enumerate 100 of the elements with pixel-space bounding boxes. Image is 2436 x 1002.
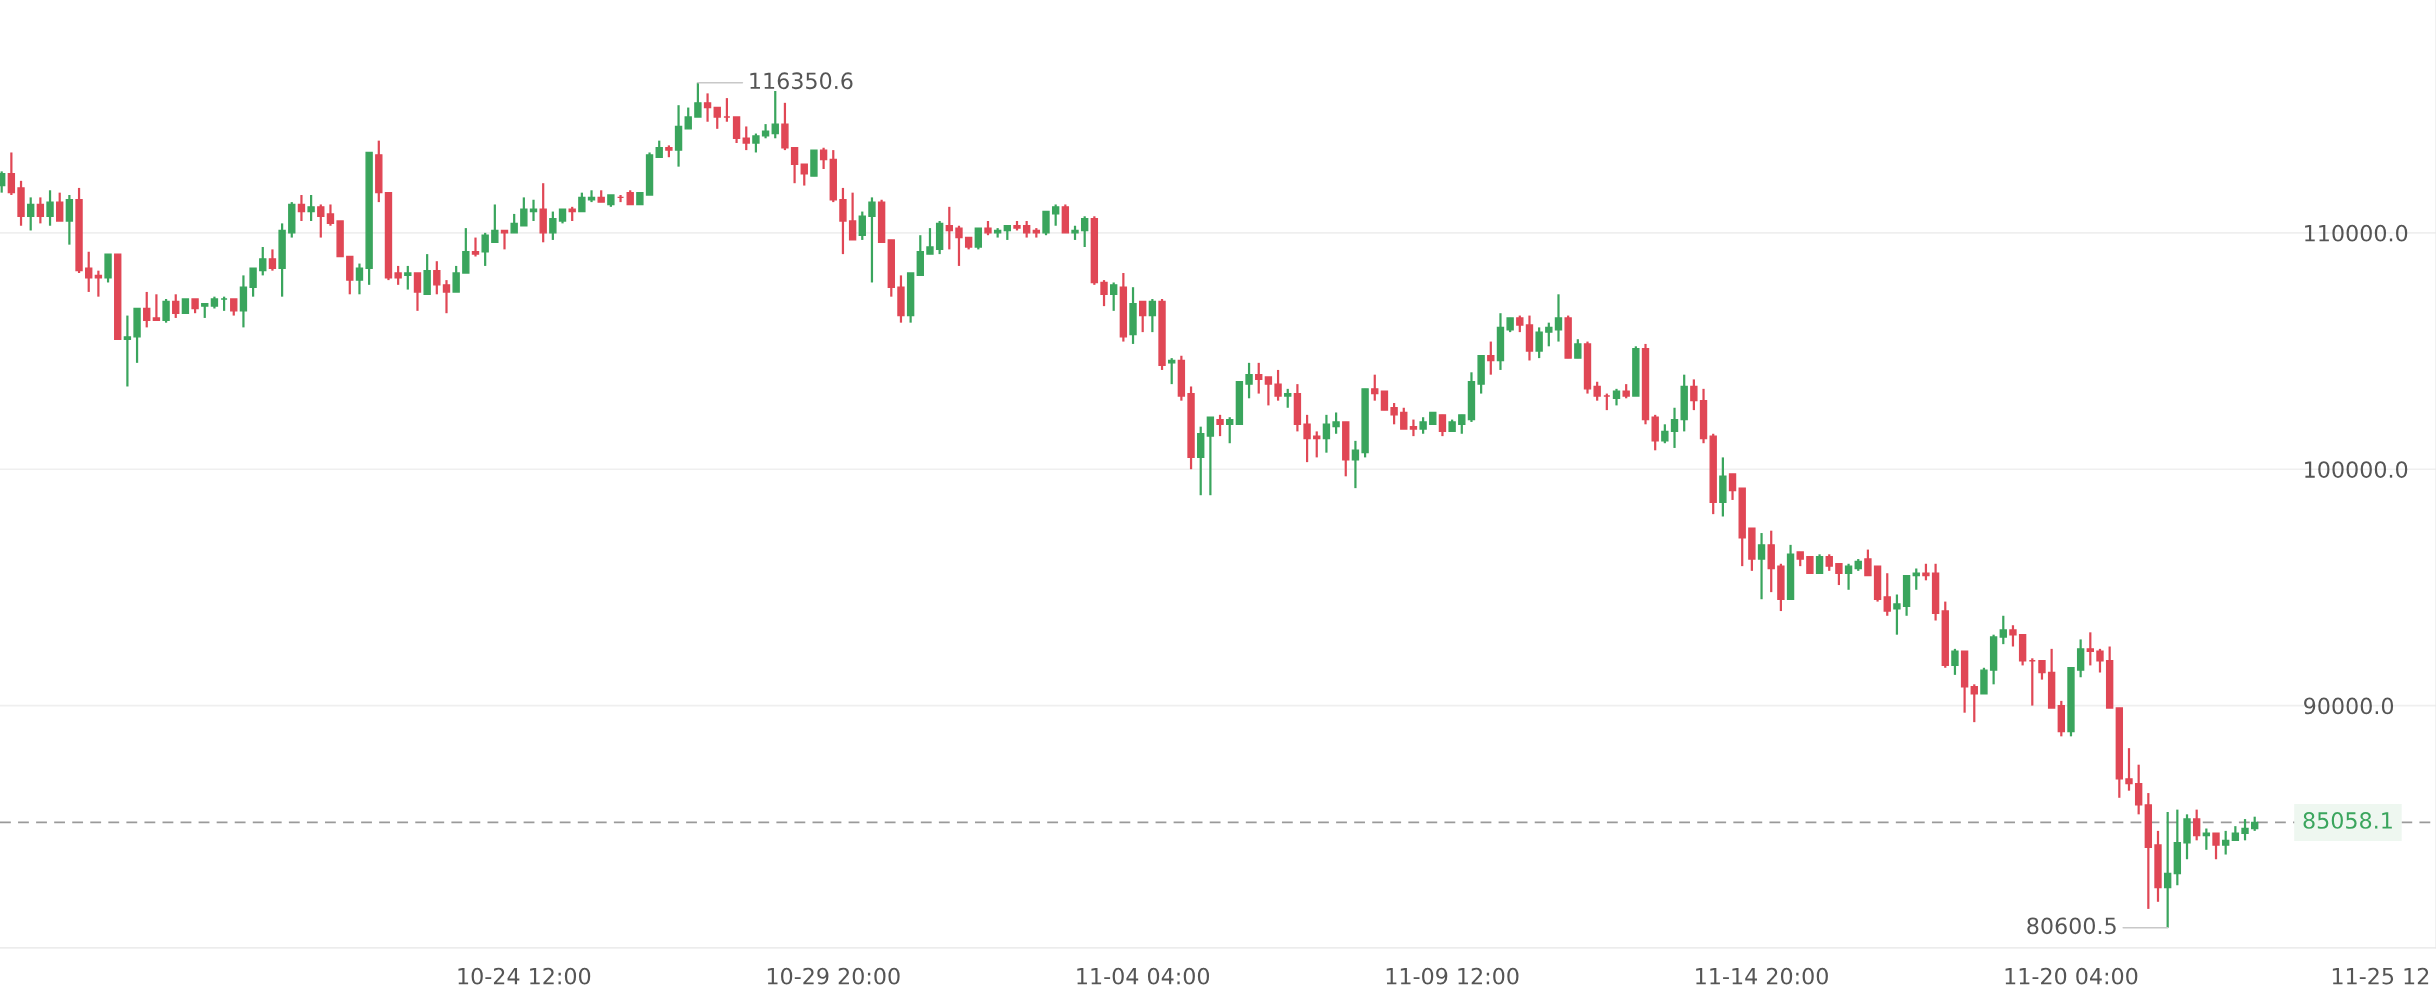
x-tick-label: 10-29 20:00 [767, 967, 900, 985]
candlestick [1042, 210, 1050, 237]
candlestick [85, 250, 93, 294]
candlestick [1438, 413, 1447, 438]
candlestick [926, 227, 934, 256]
candlestick [2086, 631, 2095, 667]
candlestick [916, 234, 924, 277]
y-tick-label: 90000.0 [2304, 697, 2394, 715]
candlestick [433, 260, 441, 296]
candlestick [945, 205, 954, 251]
candlestick [268, 248, 277, 272]
candlestick [2038, 659, 2046, 681]
candlestick [297, 193, 306, 223]
candlestick [1409, 418, 1418, 438]
candlestick [1139, 300, 1147, 334]
x-tick-label: 11-25 12 [2332, 967, 2429, 985]
candlestick [1661, 423, 1669, 445]
candlestick [1303, 413, 1311, 464]
candlestick [868, 196, 876, 284]
candlestick [394, 264, 402, 286]
candlestick [1080, 215, 1089, 249]
candlestick [2134, 763, 2143, 816]
candlestick [848, 191, 857, 242]
candlestick [1322, 413, 1331, 454]
candlestick [471, 236, 480, 258]
candlestick [172, 293, 180, 320]
candlestick [2212, 832, 2220, 861]
candlestick [1351, 439, 1360, 490]
candlestick [481, 231, 489, 268]
candlestick [1274, 368, 1282, 402]
candlestick [510, 212, 518, 234]
candlestick [732, 115, 741, 145]
candlestick [771, 89, 779, 140]
annotation: 80600.5 [2027, 917, 2116, 935]
candlestick [1835, 562, 1843, 587]
candlestick [2192, 808, 2201, 842]
candlestick [442, 279, 451, 315]
candlestick [2241, 817, 2249, 842]
x-tick-label: 11-14 20:00 [1696, 967, 1828, 985]
candlestick [1728, 472, 1737, 502]
candlestick [104, 253, 112, 284]
candlestick [249, 267, 257, 298]
candlestick [674, 104, 683, 168]
candlestick [703, 92, 712, 123]
candlestick [1458, 413, 1466, 435]
candlestick [1864, 548, 1872, 577]
candlestick [2125, 747, 2133, 792]
candlestick [404, 264, 412, 291]
candlestick [27, 196, 35, 232]
candlestick [2221, 829, 2230, 856]
candlestick [1844, 562, 1853, 591]
candlestick [1109, 281, 1118, 312]
candlestick [742, 125, 750, 152]
candlestick [423, 253, 431, 296]
candlestick [239, 274, 248, 329]
candlestick [520, 196, 528, 227]
candlestick [1284, 387, 1292, 409]
candlestick [1245, 361, 1253, 400]
candlestick [1264, 375, 1273, 407]
x-tick-label: 10-24 12:00 [458, 967, 591, 985]
candlestick [1255, 361, 1263, 395]
candlestick [539, 182, 547, 244]
candlestick [143, 290, 151, 329]
candlestick [123, 314, 132, 388]
candlestick [578, 191, 586, 213]
annotation: 116350.6 [750, 72, 853, 90]
candlestick [1951, 647, 1959, 676]
candlestick [1815, 553, 1824, 575]
candlestick [1574, 338, 1582, 360]
candlestick [1545, 321, 1553, 348]
candlestick [162, 297, 170, 324]
candlestick [326, 203, 335, 227]
candlestick [1554, 293, 1563, 343]
candlestick [259, 245, 267, 277]
candlestick [1690, 378, 1698, 412]
candlestick [0, 170, 6, 194]
candlestick [1216, 413, 1224, 438]
candlestick [500, 229, 509, 251]
candlestick [1168, 357, 1176, 386]
candlestick [1893, 593, 1901, 636]
candlestick [1148, 297, 1157, 334]
candlestick [800, 163, 808, 187]
candlestick [462, 227, 470, 275]
ref-line-label: 85058.1 [2303, 812, 2392, 829]
candlestick [2076, 638, 2085, 679]
candlestick [346, 255, 354, 296]
candlestick [1883, 572, 1891, 617]
candlestick [1651, 413, 1659, 452]
candlestick [1400, 406, 1408, 431]
candlestick [839, 186, 847, 256]
candlestick [2009, 624, 2017, 648]
candlestick [549, 210, 557, 242]
candlestick [694, 81, 702, 119]
candlestick [1206, 416, 1215, 497]
candlestick [1380, 390, 1389, 412]
candlestick [1226, 416, 1234, 445]
candlestick [1051, 203, 1060, 227]
candlestick [1999, 614, 2007, 646]
candlestick [1100, 279, 1108, 308]
candlestick [1980, 666, 1988, 695]
